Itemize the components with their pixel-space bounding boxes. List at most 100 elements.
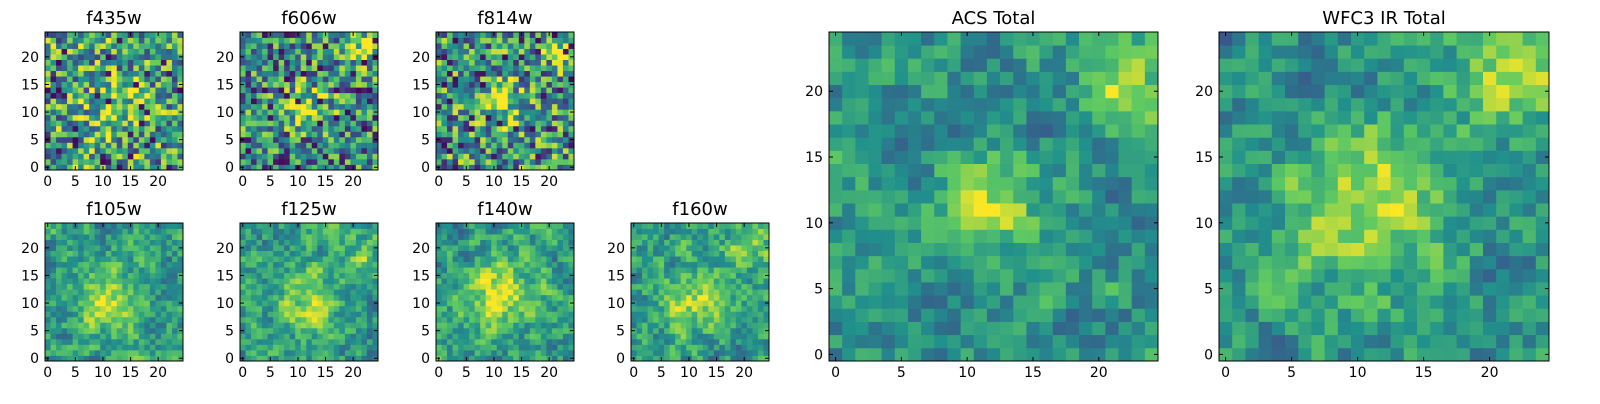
pixel-cell — [295, 267, 301, 273]
pixel-cell — [144, 87, 150, 93]
pixel-cell — [62, 49, 68, 55]
pixel-cell — [339, 251, 345, 257]
pixel-cell — [62, 306, 68, 312]
pixel-cell — [670, 322, 676, 328]
pixel-cell — [469, 344, 475, 350]
pixel-cell — [491, 93, 497, 99]
pixel-cell — [166, 278, 172, 284]
pixel-cell — [268, 284, 274, 290]
pixel-cell — [736, 350, 742, 356]
pixel-cell — [161, 104, 167, 110]
pixel-cell — [262, 223, 268, 229]
pixel-cell — [697, 317, 703, 323]
pixel-cell — [535, 120, 541, 126]
pixel-cell — [323, 153, 329, 159]
pixel-cell — [51, 311, 57, 317]
pixel-cell — [868, 243, 882, 257]
pixel-cell — [541, 251, 547, 257]
pixel-cell — [752, 350, 758, 356]
pixel-cell — [295, 87, 301, 93]
pixel-cell — [530, 109, 536, 115]
pixel-cell — [89, 344, 95, 350]
pixel-cell — [62, 295, 68, 301]
pixel-cell — [659, 240, 665, 246]
pixel-cell — [921, 295, 935, 309]
pixel-cell — [122, 350, 128, 356]
pixel-cell — [361, 295, 367, 301]
pixel-cell — [442, 256, 448, 262]
pixel-cell — [747, 339, 753, 345]
pixel-cell — [317, 273, 323, 279]
pixel-cell — [95, 317, 101, 323]
pixel-cell — [317, 256, 323, 262]
pixel-cell — [497, 98, 503, 104]
panel-title: f160w — [672, 199, 727, 220]
pixel-cell — [692, 245, 698, 251]
pixel-cell — [73, 65, 79, 71]
pixel-cell — [345, 109, 351, 115]
pixel-cell — [62, 328, 68, 334]
pixel-cell — [535, 333, 541, 339]
pixel-cell — [961, 164, 975, 178]
pixel-cell — [442, 295, 448, 301]
pixel-cell — [502, 126, 508, 132]
pixel-cell — [758, 284, 764, 290]
pixel-cell — [497, 267, 503, 273]
pixel-cell — [1040, 177, 1054, 191]
pixel-cell — [361, 328, 367, 334]
pixel-cell — [133, 93, 139, 99]
pixel-cell — [67, 317, 73, 323]
pixel-cell — [436, 344, 442, 350]
pixel-cell — [155, 142, 161, 148]
pixel-cell — [262, 333, 268, 339]
pixel-cell — [150, 234, 156, 240]
pixel-cell — [306, 273, 312, 279]
pixel-cell — [653, 295, 659, 301]
pixel-cell — [133, 251, 139, 257]
pixel-cell — [675, 306, 681, 312]
pixel-cell — [475, 234, 481, 240]
pixel-cell — [150, 306, 156, 312]
pixel-cell — [334, 38, 340, 44]
pixel-cell — [497, 65, 503, 71]
pixel-cell — [747, 311, 753, 317]
pixel-cell — [67, 295, 73, 301]
pixel-cell — [703, 256, 709, 262]
pixel-cell — [350, 267, 356, 273]
pixel-cell — [486, 234, 492, 240]
pixel-cell — [84, 273, 90, 279]
pixel-cell — [703, 273, 709, 279]
pixel-cell — [524, 65, 530, 71]
pixel-cell — [895, 216, 909, 230]
pixel-cell — [453, 109, 459, 115]
pixel-cell — [563, 245, 569, 251]
pixel-cell — [1105, 256, 1119, 270]
pixel-cell — [345, 229, 351, 235]
pixel-cell — [251, 137, 257, 143]
pixel-cell — [508, 344, 514, 350]
pixel-cell — [974, 282, 988, 296]
pixel-cell — [89, 65, 95, 71]
pixel-cell — [301, 251, 307, 257]
pixel-cell — [535, 284, 541, 290]
pixel-cell — [122, 98, 128, 104]
pixel-cell — [161, 256, 167, 262]
pixel-cell — [921, 243, 935, 257]
pixel-cell — [486, 229, 492, 235]
pixel-cell — [513, 60, 519, 66]
pixel-cell — [73, 109, 79, 115]
pixel-cell — [714, 333, 720, 339]
pixel-cell — [268, 65, 274, 71]
pixel-cell — [1066, 256, 1080, 270]
pixel-cell — [497, 71, 503, 77]
pixel-cell — [502, 339, 508, 345]
pixel-cell — [262, 115, 268, 121]
pixel-cell — [736, 306, 742, 312]
pixel-cell — [133, 71, 139, 77]
pixel-cell — [530, 267, 536, 273]
pixel-cell — [51, 262, 57, 268]
pixel-cell — [469, 311, 475, 317]
pixel-cell — [675, 328, 681, 334]
pixel-cell — [563, 98, 569, 104]
pixel-cell — [475, 240, 481, 246]
